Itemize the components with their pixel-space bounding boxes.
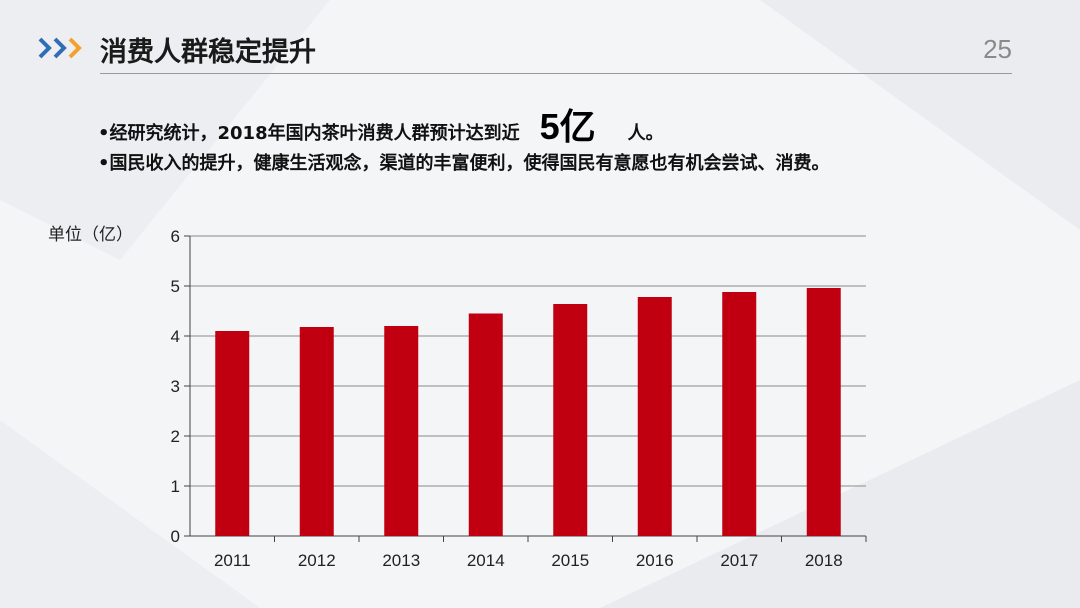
y-tick-label: 2 (171, 427, 180, 446)
y-tick-label: 0 (171, 527, 180, 546)
bar-2013 (384, 326, 419, 536)
bullet-item-consumers: •经研究统计，2018年国内茶叶消费人群预计达到近 5亿 人。 (98, 106, 830, 149)
x-tick-label: 2017 (720, 551, 758, 570)
highlight-value: 5亿 (539, 106, 596, 147)
x-tick-label: 2015 (551, 551, 589, 570)
bar-2012 (299, 327, 334, 536)
y-tick-label: 4 (171, 327, 180, 346)
x-tick-label: 2018 (805, 551, 843, 570)
bar-2016 (637, 297, 672, 536)
y-tick-label: 3 (171, 377, 180, 396)
bar-2014 (468, 313, 503, 536)
triple-chevron-icon (38, 37, 82, 59)
x-tick-label: 2016 (636, 551, 674, 570)
bullet-suffix: 人。 (627, 123, 664, 144)
y-tick-label: 6 (171, 227, 180, 246)
page-number: 25 (983, 34, 1012, 64)
y-axis-label: 单位（亿） (48, 225, 133, 245)
x-tick-label: 2012 (298, 551, 336, 570)
bar-2018 (806, 288, 841, 536)
bullet-text: •经研究统计，2018年国内茶叶消费人群预计达到近 (98, 123, 520, 144)
page-title: 消费人群稳定提升 (100, 37, 316, 68)
y-tick-label: 5 (171, 277, 180, 296)
bullet-text: •国民收入的提升，健康生活观念，渠道的丰富便利，使得国民有意愿也有机会尝试、消费… (98, 153, 830, 174)
bullet-item-drivers: •国民收入的提升，健康生活观念，渠道的丰富便利，使得国民有意愿也有机会尝试、消费… (98, 149, 830, 179)
title-divider (100, 73, 1012, 74)
x-tick-label: 2013 (382, 551, 420, 570)
x-tick-label: 2014 (467, 551, 505, 570)
bar-2015 (553, 304, 588, 536)
x-tick-label: 2011 (214, 551, 251, 570)
bar-2017 (722, 292, 757, 536)
bullet-list: •经研究统计，2018年国内茶叶消费人群预计达到近 5亿 人。 •国民收入的提升… (98, 106, 830, 179)
y-tick-label: 1 (171, 477, 180, 496)
bar-2011 (215, 331, 250, 536)
